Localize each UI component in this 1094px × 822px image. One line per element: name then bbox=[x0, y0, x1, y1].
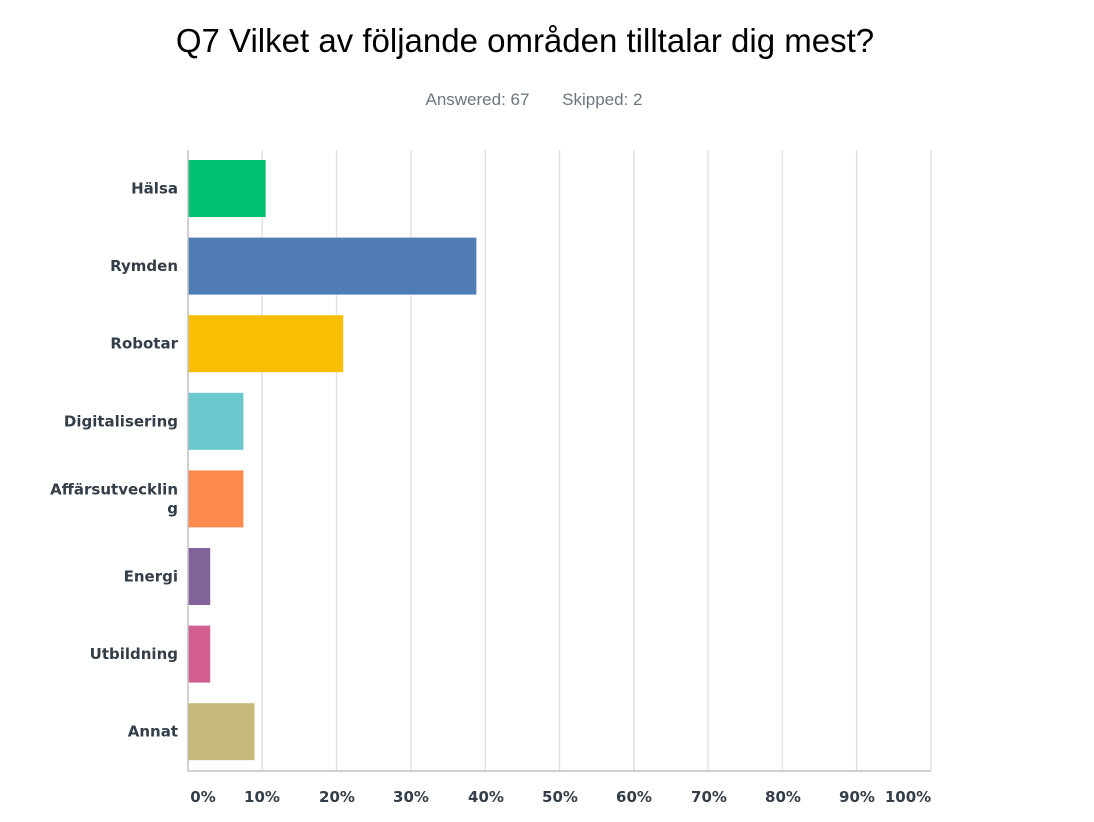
bar-2 bbox=[188, 315, 344, 373]
tick-label-2: 20% bbox=[319, 788, 355, 806]
category-label-4-1: g bbox=[167, 499, 178, 517]
tick-label-9: 90% bbox=[839, 788, 875, 806]
response-summary: Answered: 67 Skipped: 2 bbox=[0, 90, 1068, 110]
tick-label-3: 30% bbox=[393, 788, 429, 806]
bar-0 bbox=[188, 160, 266, 217]
answered-count: Answered: 67 bbox=[425, 90, 530, 109]
tick-label-7: 70% bbox=[691, 788, 727, 806]
tick-label-10: 100% bbox=[885, 788, 931, 806]
axes bbox=[187, 150, 931, 772]
bar-1 bbox=[188, 237, 477, 295]
skipped-count: Skipped: 2 bbox=[562, 90, 643, 109]
tick-label-4: 40% bbox=[468, 788, 504, 806]
bar-5 bbox=[188, 548, 211, 605]
tick-label-1: 10% bbox=[244, 788, 280, 806]
category-label-7-0: Annat bbox=[128, 723, 178, 741]
tick-label-5: 50% bbox=[542, 788, 578, 806]
category-label-2-0: Robotar bbox=[110, 335, 178, 353]
category-label-3-0: Digitalisering bbox=[64, 412, 178, 430]
category-label-5-0: Energi bbox=[124, 568, 178, 586]
tick-label-6: 60% bbox=[616, 788, 652, 806]
bars bbox=[188, 160, 477, 761]
bar-3 bbox=[188, 392, 244, 450]
category-labels: Hälsa Rymden Robotar Digitalisering Affärsut… bbox=[50, 180, 178, 741]
bar-4 bbox=[188, 470, 244, 528]
tick-labels: 0% 10% 20% 30% 40% 50% 60% 70% 80% 90% 100% bbox=[190, 788, 931, 806]
category-label-4-0: Affärsutvecklin bbox=[50, 480, 178, 498]
page-title: Q7 Vilket av följande områden tilltalar … bbox=[175, 22, 875, 59]
bar-6 bbox=[188, 625, 211, 683]
category-label-1-0: Rymden bbox=[110, 257, 178, 275]
tick-label-8: 80% bbox=[765, 788, 801, 806]
bar-7 bbox=[188, 703, 255, 761]
tick-label-0: 0% bbox=[190, 788, 215, 806]
category-label-0-0: Hälsa bbox=[131, 180, 178, 198]
category-label-6-0: Utbildning bbox=[90, 645, 178, 663]
